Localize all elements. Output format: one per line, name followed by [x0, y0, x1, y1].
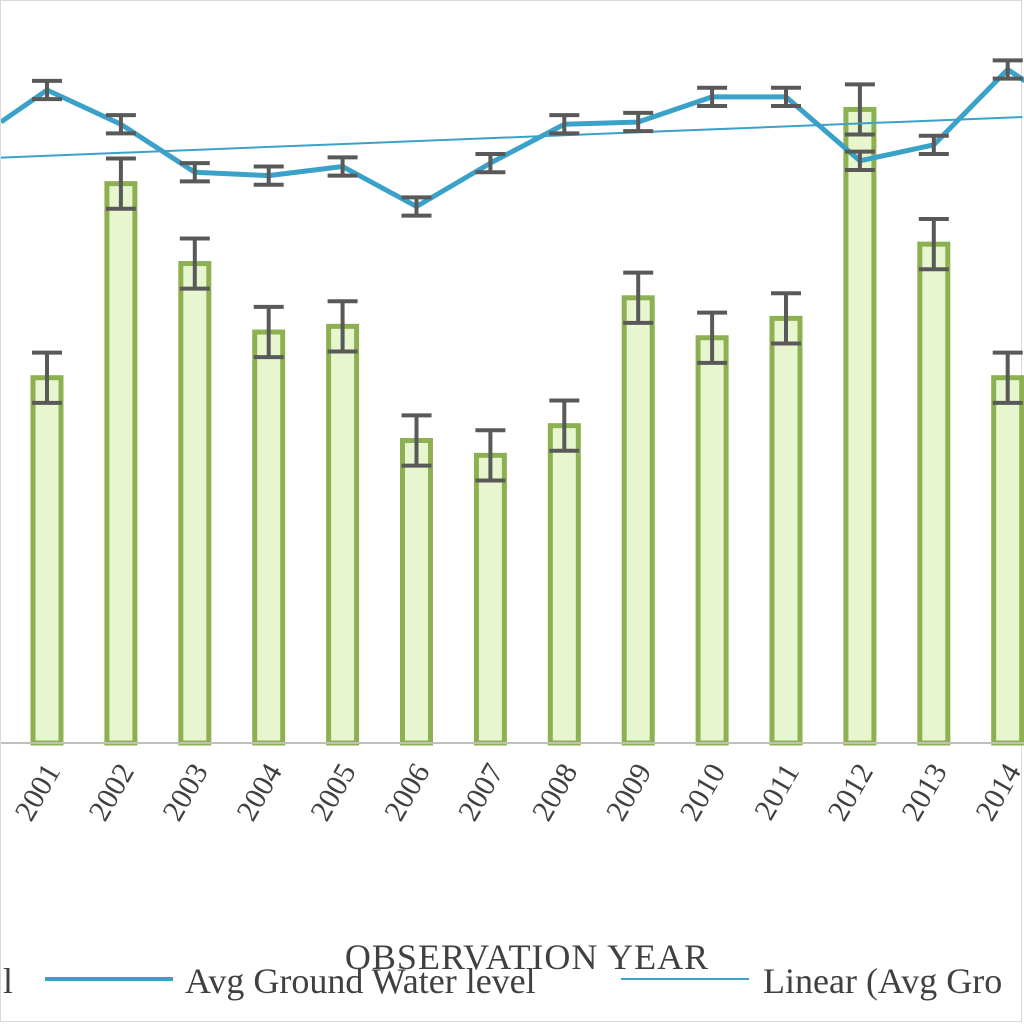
line-error-2001	[32, 78, 62, 102]
bar-2002	[104, 181, 138, 746]
line-error-2009	[623, 110, 654, 134]
bar-error-2007	[475, 428, 506, 483]
x-tick-2006: 2006	[378, 758, 437, 826]
bar-error-2005	[327, 299, 358, 354]
legend-label-trend: Linear (Avg Gro	[763, 961, 1002, 1001]
x-tick-2007: 2007	[452, 758, 511, 826]
bar-2003	[178, 261, 212, 746]
line-error-2008	[549, 113, 580, 136]
bar-error-2006	[401, 413, 432, 468]
line-error-2012	[844, 149, 875, 172]
legend-label-line: Avg Ground Water level	[185, 961, 536, 1001]
bar-2004	[252, 329, 286, 746]
bar-error-2008	[549, 398, 580, 453]
x-tick-2009: 2009	[600, 758, 659, 826]
bar-2012	[843, 106, 877, 746]
x-tick-2014: 2014	[969, 758, 1024, 826]
line-error-2010	[697, 85, 728, 109]
bar-error-2012	[844, 82, 875, 137]
bar-error-2013	[918, 217, 949, 272]
bar-2005	[326, 323, 360, 746]
bar-2006	[400, 437, 433, 746]
x-tick-2004: 2004	[230, 758, 289, 826]
x-tick-2010: 2010	[674, 758, 733, 826]
line-error-2005	[327, 155, 358, 178]
line-error-2004	[253, 164, 284, 187]
bar-error-2003	[179, 236, 210, 291]
line-error-2006	[401, 195, 432, 218]
x-tick-labels: 2001 2002 2003 2004 2005 2006 2007 2008 2009 2010…	[8, 758, 1024, 826]
line-error-2013	[918, 133, 949, 156]
line-error-2003	[179, 161, 210, 184]
legend-label-bars: l	[3, 961, 13, 1001]
x-tick-2001: 2001	[8, 758, 67, 826]
bar-2009	[621, 295, 655, 746]
x-tick-2003: 2003	[156, 758, 215, 826]
line-error-2002	[105, 113, 136, 136]
line-series	[1, 58, 1024, 218]
x-tick-2005: 2005	[304, 758, 363, 826]
line-avg-ground-water	[1, 66, 1024, 209]
x-tick-2013: 2013	[895, 758, 954, 826]
bar-error-2014	[992, 350, 1023, 405]
line-error-2011	[771, 85, 801, 109]
bar-error-2002	[105, 156, 136, 211]
x-tick-2011: 2011	[748, 758, 806, 826]
bar-series	[30, 82, 1024, 746]
x-axis-title: OBSERVATION YEAR	[345, 937, 709, 977]
bar-error-2011	[771, 291, 801, 346]
x-tick-2012: 2012	[821, 758, 880, 826]
bar-error-2001	[32, 350, 62, 405]
legend: l Avg Ground Water level Linear (Avg Gro	[3, 961, 1002, 1001]
x-tick-2008: 2008	[526, 758, 585, 826]
bar-2010	[695, 335, 729, 746]
x-tick-2002: 2002	[82, 758, 141, 826]
bar-2008	[547, 423, 581, 746]
line-error-2007	[475, 151, 506, 175]
bar-2014	[991, 375, 1024, 746]
bar-2007	[473, 452, 507, 746]
bar-error-2004	[253, 304, 284, 360]
bar-2013	[917, 241, 951, 746]
bar-error-2009	[623, 270, 654, 325]
bar-2001	[30, 375, 64, 746]
bar-2011	[769, 315, 803, 746]
bar-error-2010	[697, 310, 728, 365]
line-error-2014	[992, 58, 1023, 81]
